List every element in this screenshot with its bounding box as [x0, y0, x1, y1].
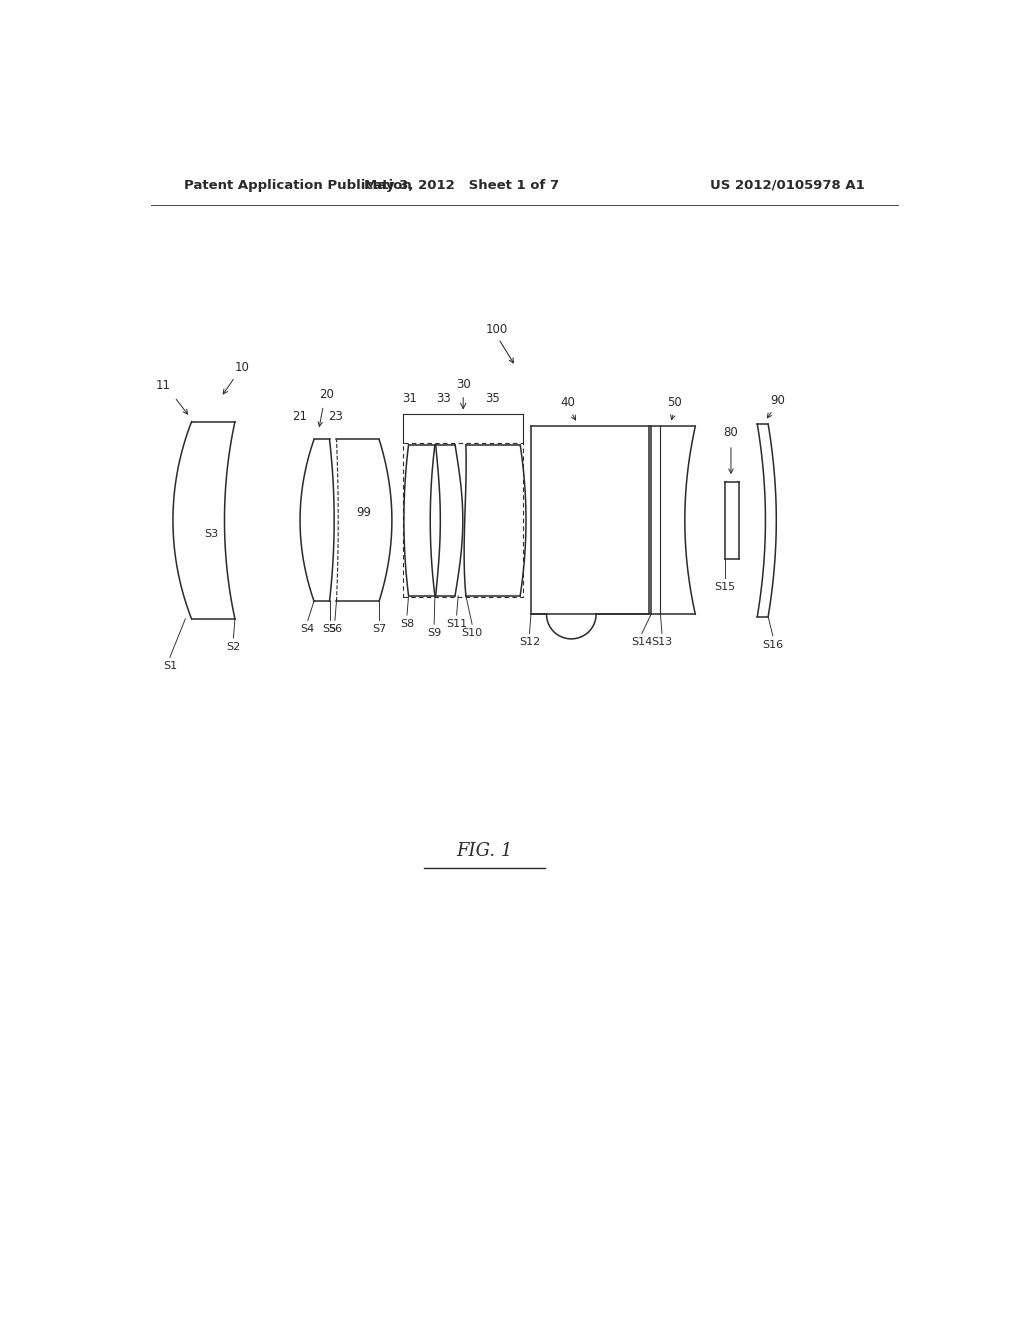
- Text: S11: S11: [446, 619, 467, 628]
- Text: S7: S7: [372, 624, 386, 634]
- Text: 80: 80: [724, 426, 738, 440]
- Text: 20: 20: [318, 388, 334, 401]
- Text: 35: 35: [485, 392, 500, 405]
- Text: 40: 40: [561, 396, 575, 409]
- Text: S10: S10: [462, 628, 482, 638]
- Text: 10: 10: [234, 360, 250, 374]
- Text: 90: 90: [770, 395, 784, 407]
- Text: S12: S12: [519, 638, 540, 647]
- Text: 33: 33: [436, 392, 451, 405]
- Text: 11: 11: [156, 379, 171, 392]
- Text: S16: S16: [762, 640, 783, 649]
- Text: S6: S6: [328, 624, 342, 634]
- Text: 21: 21: [293, 409, 307, 422]
- Text: Patent Application Publication: Patent Application Publication: [183, 178, 412, 191]
- Text: S14: S14: [631, 638, 652, 647]
- Text: FIG. 1: FIG. 1: [457, 842, 513, 861]
- Text: S8: S8: [400, 619, 414, 628]
- Text: S13: S13: [651, 638, 673, 647]
- Text: S9: S9: [427, 628, 441, 638]
- Text: S2: S2: [226, 642, 241, 652]
- Text: 31: 31: [401, 392, 417, 405]
- Text: S1: S1: [163, 661, 177, 671]
- Text: S4: S4: [301, 624, 315, 634]
- Text: 23: 23: [329, 409, 343, 422]
- Text: 30: 30: [456, 378, 471, 391]
- Text: 99: 99: [356, 506, 372, 519]
- Text: May 3, 2012   Sheet 1 of 7: May 3, 2012 Sheet 1 of 7: [364, 178, 559, 191]
- Text: US 2012/0105978 A1: US 2012/0105978 A1: [710, 178, 864, 191]
- Text: S3: S3: [204, 529, 218, 539]
- Bar: [403, 444, 523, 598]
- Text: 100: 100: [486, 322, 508, 335]
- Text: S5: S5: [323, 624, 337, 634]
- Text: 50: 50: [667, 396, 682, 409]
- Text: S15: S15: [714, 582, 735, 591]
